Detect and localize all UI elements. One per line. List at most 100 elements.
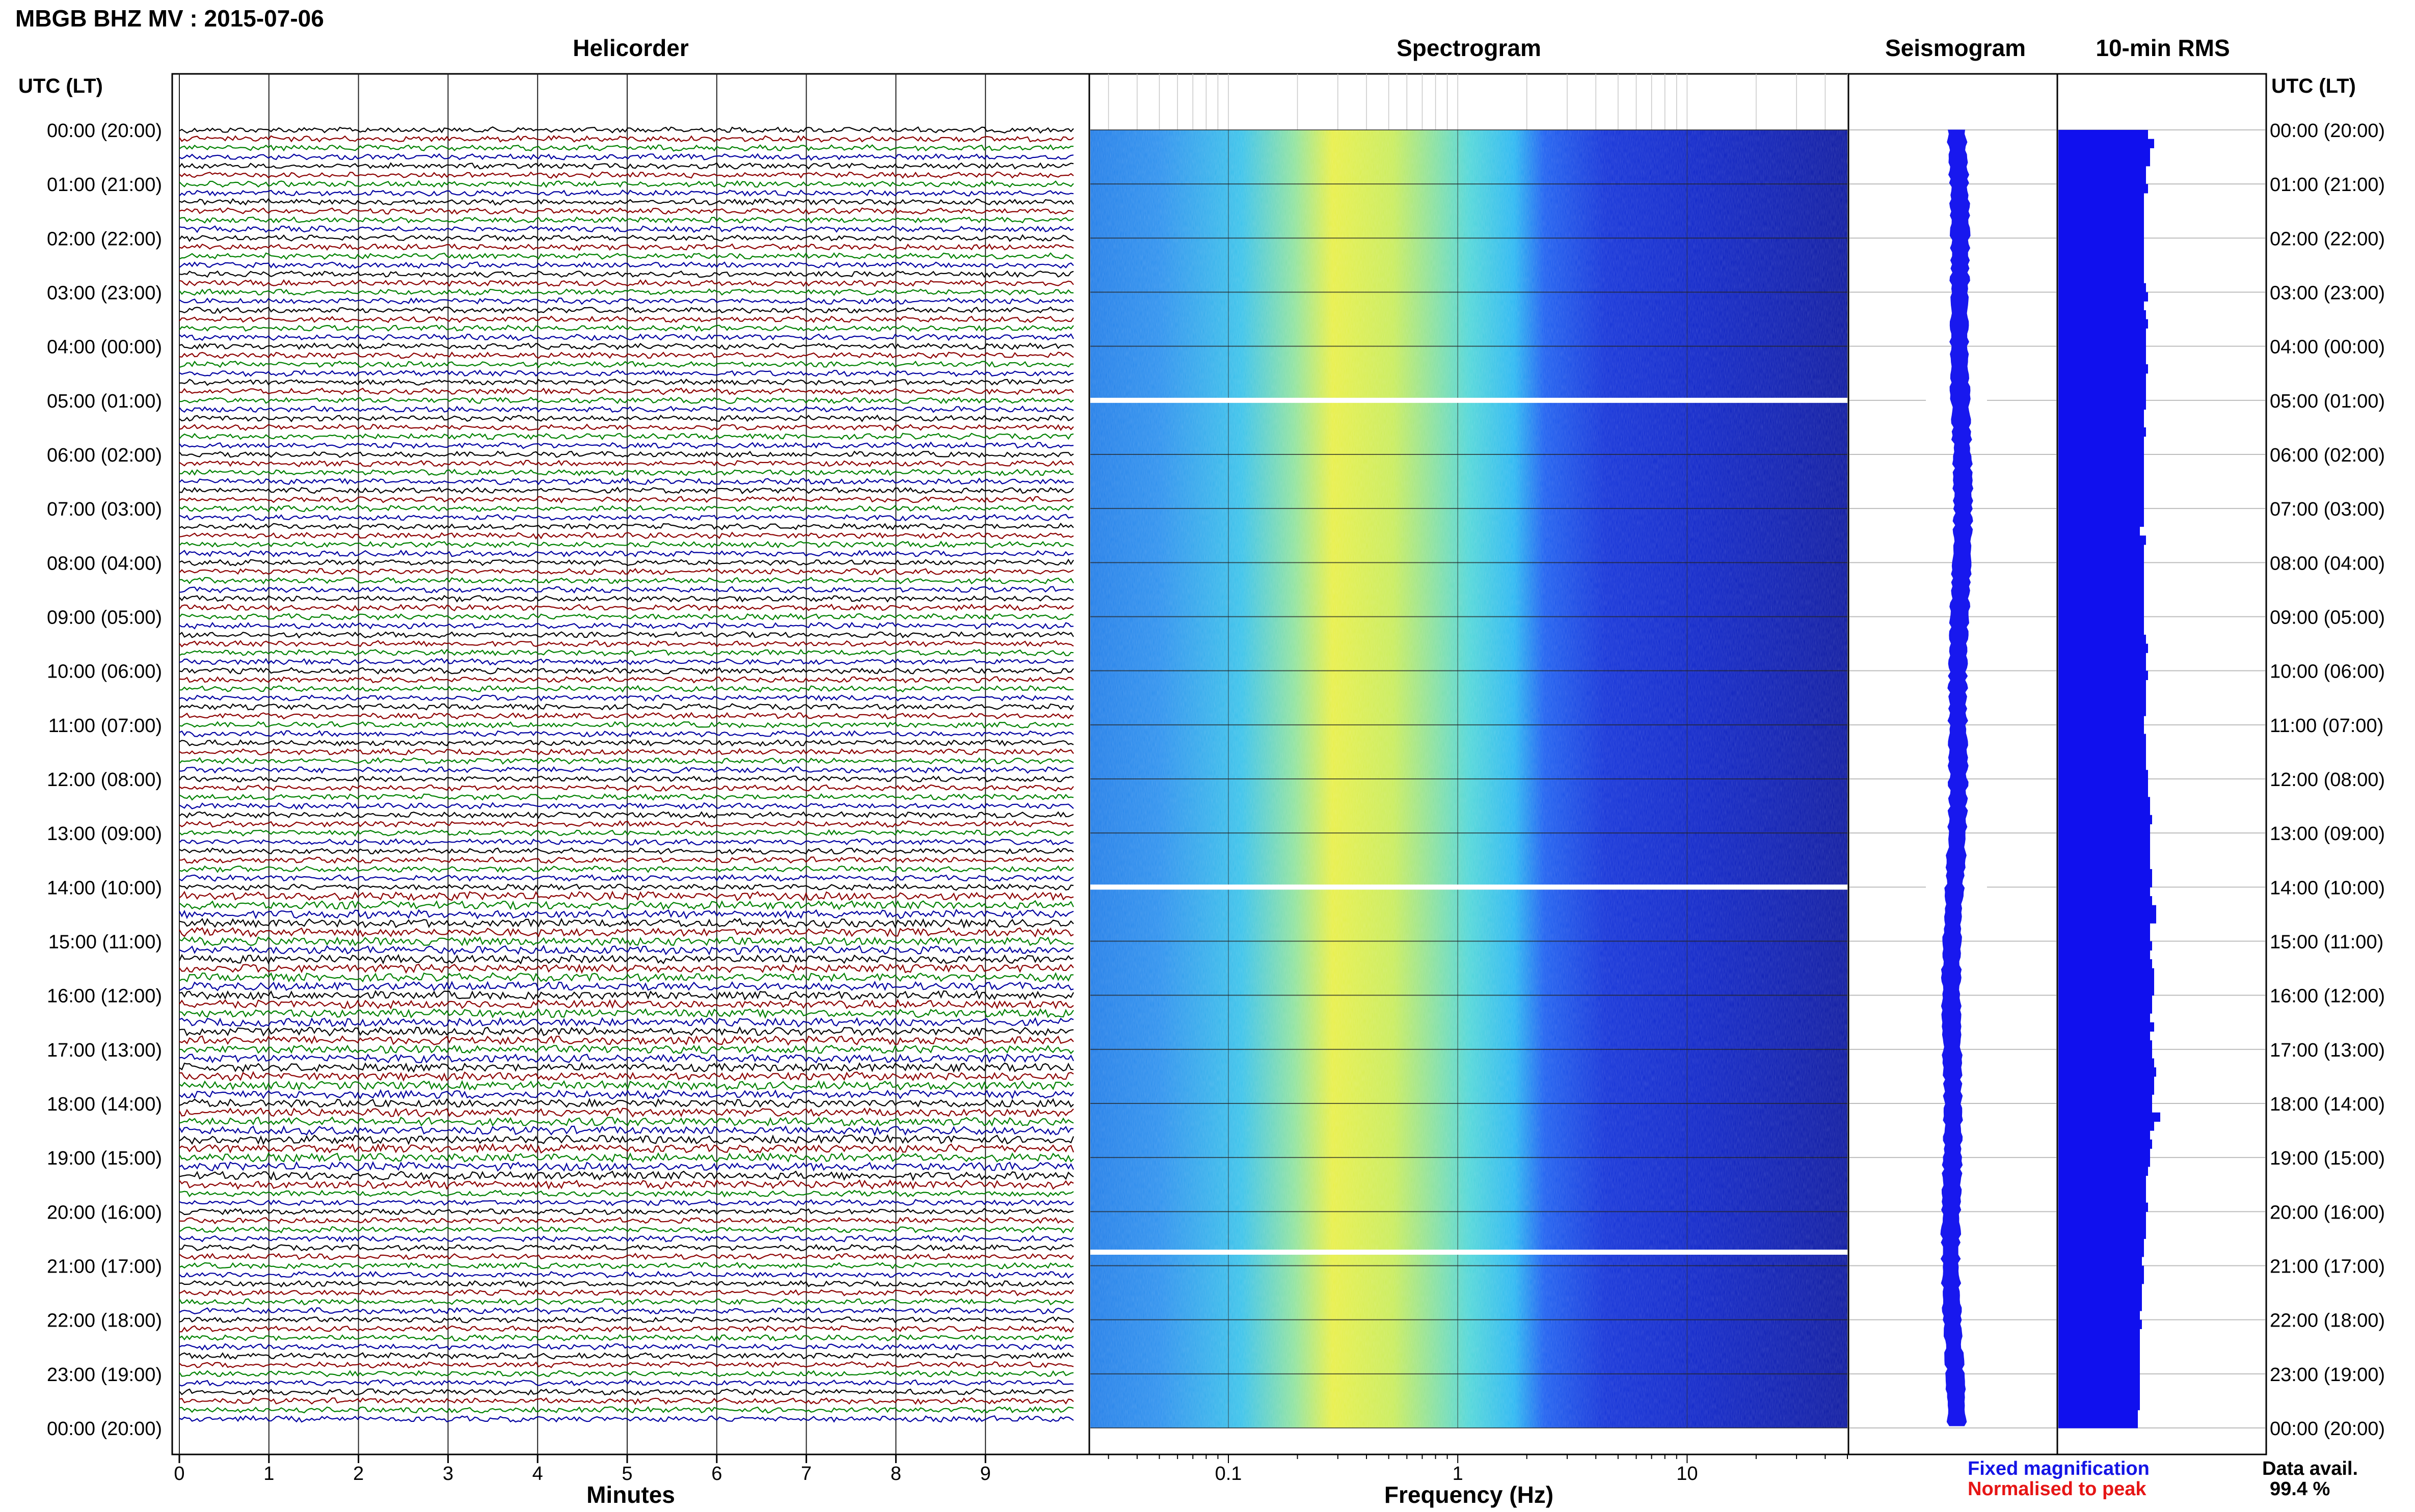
helicorder-trace bbox=[179, 1062, 1074, 1073]
hour-label-left: 17:00 (13:00) bbox=[47, 1040, 162, 1061]
frequency-axis-label: Frequency (Hz) bbox=[1384, 1481, 1553, 1508]
rms-bar bbox=[2058, 427, 2146, 437]
hour-label-right: 15:00 (11:00) bbox=[2270, 932, 2383, 953]
hour-label-right: 18:00 (14:00) bbox=[2270, 1094, 2385, 1115]
helicorder-trace bbox=[179, 685, 1074, 693]
hour-label-left: 00:00 (20:00) bbox=[47, 1418, 162, 1440]
helicorder-trace bbox=[179, 315, 1074, 323]
hour-label-right: 16:00 (12:00) bbox=[2270, 986, 2385, 1007]
helicorder-trace bbox=[179, 487, 1074, 495]
helicorder-trace bbox=[179, 441, 1074, 449]
minutes-axis-label: Minutes bbox=[586, 1481, 675, 1508]
helicorder-trace bbox=[179, 450, 1074, 458]
helicorder-trace bbox=[179, 216, 1074, 224]
rms-bar bbox=[2058, 283, 2146, 293]
hour-label-right: 07:00 (03:00) bbox=[2270, 499, 2385, 520]
helicorder-trace bbox=[179, 676, 1074, 684]
rms-bar bbox=[2058, 247, 2144, 257]
helicorder-trace bbox=[179, 1361, 1074, 1369]
minute-tick-label: 7 bbox=[801, 1463, 812, 1484]
helicorder-trace bbox=[179, 1370, 1074, 1378]
hour-label-right: 19:00 (15:00) bbox=[2270, 1148, 2385, 1169]
helicorder-trace bbox=[179, 900, 1074, 910]
helicorder-trace bbox=[179, 972, 1074, 983]
rms-bar bbox=[2058, 653, 2146, 662]
helicorder-trace bbox=[179, 369, 1074, 377]
minute-tick-label: 9 bbox=[980, 1463, 991, 1484]
helicorder-trace bbox=[179, 279, 1074, 287]
helicorder-trace bbox=[179, 631, 1074, 639]
rms-bar bbox=[2058, 743, 2146, 752]
helicorder-trace bbox=[179, 288, 1074, 296]
rms-bar bbox=[2058, 1221, 2146, 1230]
rms-bar bbox=[2058, 238, 2144, 248]
helicorder-trace bbox=[179, 712, 1074, 720]
rms-bar bbox=[2058, 274, 2144, 284]
helicorder-trace bbox=[179, 1234, 1074, 1243]
hour-label-left: 03:00 (23:00) bbox=[47, 283, 162, 304]
helicorder-trace bbox=[179, 1079, 1074, 1091]
helicorder-trace bbox=[179, 153, 1074, 161]
minute-tick-label: 4 bbox=[532, 1463, 543, 1484]
hour-label-right: 05:00 (01:00) bbox=[2270, 391, 2385, 412]
rms-bar bbox=[2058, 1419, 2138, 1428]
rms-bar bbox=[2058, 1121, 2154, 1131]
rms-bar bbox=[2058, 1365, 2140, 1374]
rms-bar bbox=[2058, 995, 2152, 1005]
page-title: MBGB BHZ MV : 2015-07-06 bbox=[15, 5, 324, 32]
helicorder-trace bbox=[179, 1161, 1074, 1172]
minute-tick-label: 1 bbox=[263, 1463, 274, 1484]
helicorder-trace bbox=[179, 622, 1074, 630]
helicorder-trace bbox=[179, 1053, 1074, 1064]
rms-bar bbox=[2058, 1004, 2152, 1014]
helicorder-trace bbox=[179, 703, 1074, 711]
hour-label-right: 08:00 (04:00) bbox=[2270, 553, 2385, 574]
hour-label-right: 00:00 (20:00) bbox=[2270, 1418, 2385, 1440]
helicorder-trace bbox=[179, 927, 1074, 938]
helicorder-trace bbox=[179, 1298, 1074, 1306]
rms-bar bbox=[2058, 1031, 2150, 1041]
rms-bar bbox=[2058, 1329, 2140, 1338]
rms-bar bbox=[2058, 1193, 2146, 1203]
rms-bar bbox=[2058, 337, 2146, 347]
helicorder-trace bbox=[179, 352, 1074, 359]
helicorder-trace bbox=[179, 243, 1074, 251]
rms-bar bbox=[2058, 1338, 2140, 1347]
spectrogram-data-gap bbox=[1090, 1249, 1847, 1255]
rms-bar bbox=[2058, 914, 2156, 924]
rms-bar bbox=[2058, 580, 2144, 590]
helicorder-panel bbox=[171, 73, 1090, 1455]
helicorder-trace bbox=[179, 1307, 1074, 1315]
rms-bar bbox=[2058, 697, 2146, 708]
helicorder-trace bbox=[179, 460, 1074, 468]
rms-bar bbox=[2058, 977, 2154, 987]
hour-label-left: 10:00 (06:00) bbox=[47, 661, 162, 683]
hour-label-left: 09:00 (05:00) bbox=[47, 607, 162, 629]
rms-bar bbox=[2058, 770, 2148, 779]
helicorder-trace bbox=[179, 477, 1074, 485]
helicorder-trace bbox=[179, 1325, 1074, 1333]
rms-bar bbox=[2058, 950, 2150, 960]
helicorder-trace bbox=[179, 1280, 1074, 1288]
hour-label-right: 00:00 (20:00) bbox=[2270, 120, 2385, 142]
rms-bar bbox=[2058, 634, 2146, 644]
frequency-axis-ticks: 0.1 1 10 bbox=[1108, 1454, 1848, 1484]
hour-label-right: 13:00 (09:00) bbox=[2270, 823, 2385, 845]
helicorder-trace bbox=[179, 1217, 1074, 1225]
rms-bar bbox=[2058, 707, 2146, 716]
rms-bar bbox=[2058, 472, 2144, 482]
helicorder-trace bbox=[179, 1134, 1075, 1145]
helicorder-trace bbox=[179, 496, 1074, 504]
helicorder-trace bbox=[179, 757, 1074, 765]
helicorder-trace bbox=[179, 847, 1074, 855]
hour-label-right: 04:00 (00:00) bbox=[2270, 337, 2385, 358]
hour-label-right: 14:00 (10:00) bbox=[2270, 877, 2385, 899]
data-availability-value: 99.4 % bbox=[2270, 1478, 2330, 1500]
helicorder-trace bbox=[179, 171, 1074, 179]
helicorder-trace bbox=[179, 1179, 1074, 1190]
hour-label-left: 14:00 (10:00) bbox=[47, 877, 162, 899]
rms-bar bbox=[2058, 1013, 2150, 1023]
rms-bar bbox=[2058, 193, 2144, 203]
rms-bar bbox=[2058, 1238, 2144, 1248]
helicorder-trace bbox=[179, 838, 1074, 846]
